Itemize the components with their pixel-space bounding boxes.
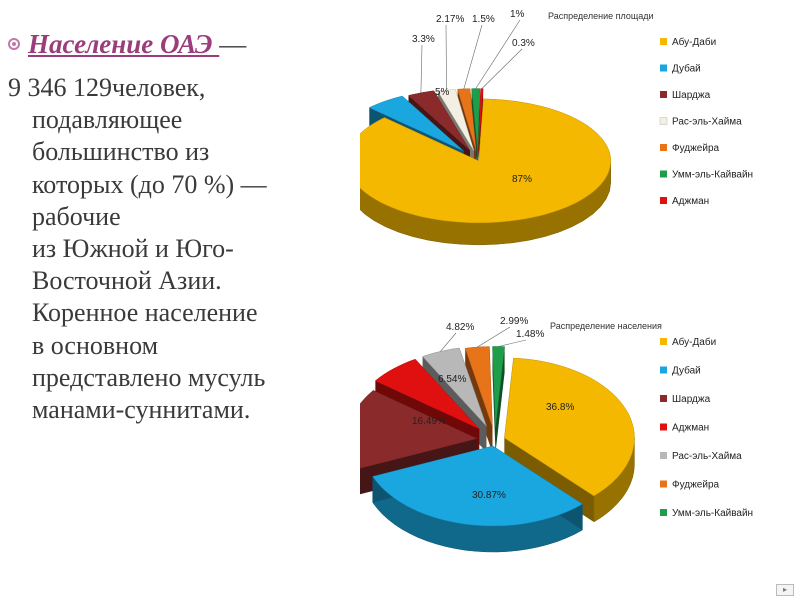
data-label: 16.49% bbox=[412, 416, 446, 427]
data-label: 1% bbox=[510, 9, 525, 20]
pie-slice bbox=[360, 390, 478, 469]
leader-line bbox=[477, 326, 511, 348]
chart-title: Распределение населения bbox=[550, 321, 662, 331]
leader-line bbox=[440, 332, 457, 352]
pie-chart-1: Распределение площади 87% 5% 3.3%2.17% 1.5% 1… bbox=[360, 9, 753, 246]
heading-line: Население ОАЭ — bbox=[8, 26, 368, 62]
legend-label: Рас-эль-Хайма bbox=[672, 451, 742, 462]
legend-label: Фуджейра bbox=[672, 480, 720, 491]
body-line: Восточной Азии. bbox=[32, 266, 222, 296]
legend-swatch bbox=[660, 197, 667, 204]
legend-label: Шарджа bbox=[672, 394, 711, 405]
pie-slice bbox=[374, 358, 480, 430]
nav-arrow-icon[interactable]: ▸ bbox=[776, 584, 794, 596]
data-label: 2.99% bbox=[500, 316, 528, 327]
legend-label: Дубай bbox=[672, 63, 701, 75]
text-block: Население ОАЭ — 9 346 129человек, подавл… bbox=[8, 26, 368, 426]
pie-slice bbox=[504, 357, 635, 497]
leader-line bbox=[498, 339, 527, 347]
data-label: 36.8% bbox=[546, 402, 574, 413]
legend-swatch bbox=[660, 423, 667, 431]
legend-label: Аджман bbox=[672, 196, 709, 207]
legend-swatch bbox=[660, 91, 667, 98]
leader-line bbox=[475, 19, 521, 89]
legend-swatch bbox=[660, 395, 667, 402]
legend-swatch bbox=[660, 338, 667, 345]
charts-svg: Распределение площади 87% 5% 3.3%2.17% 1.5% 1… bbox=[360, 9, 753, 553]
body-line: 9 346 129человек, bbox=[8, 73, 206, 102]
legend-swatch bbox=[660, 452, 667, 459]
legend-swatch bbox=[660, 64, 667, 72]
pie-slice bbox=[492, 346, 505, 427]
pie-slice-face bbox=[495, 346, 505, 453]
data-label: 1.48% bbox=[516, 329, 544, 340]
pie-chart-2: Распределение населения 36.8% 30.87% 16.49%… bbox=[360, 316, 753, 553]
leader-line bbox=[420, 44, 423, 93]
legend-label: Дубай bbox=[672, 365, 701, 377]
legend-swatch bbox=[659, 117, 668, 125]
data-label: 6.54% bbox=[438, 374, 466, 385]
legend-label: Абу-Даби bbox=[672, 336, 716, 348]
data-label: 4.82% bbox=[446, 322, 474, 333]
body-line: в основном bbox=[32, 330, 159, 360]
body-line: рабочие bbox=[32, 201, 121, 231]
legend-swatch bbox=[660, 480, 667, 488]
body-line: представлено мусуль bbox=[32, 362, 266, 392]
data-label: 30.87% bbox=[472, 490, 506, 501]
pie-slice bbox=[464, 346, 493, 427]
pie-slice bbox=[437, 89, 475, 151]
heading-title: Население ОАЭ bbox=[28, 29, 220, 59]
data-label: 0.3% bbox=[512, 38, 535, 49]
charts-area: Распределение площади 87% 5% 3.3% 2.17% 1.5% 1… bbox=[360, 0, 800, 600]
legend-swatch bbox=[660, 170, 667, 178]
body-line: из Южной и Юго- bbox=[32, 234, 234, 264]
legend-label: Абу-Даби bbox=[672, 36, 716, 48]
body-line: большинство из bbox=[32, 137, 210, 167]
chart-title: Распределение площади bbox=[548, 11, 654, 21]
legend-swatch bbox=[660, 38, 667, 45]
body-line: которых (до 70 %) — bbox=[32, 169, 267, 199]
data-label: 87% bbox=[512, 174, 532, 185]
body-text: 9 346 129человек, подавляющее большинств… bbox=[8, 72, 368, 426]
heading-dash: — bbox=[219, 29, 247, 59]
body-line: подавляющее bbox=[32, 105, 183, 135]
pie-slice bbox=[372, 445, 583, 527]
legend-label: Умм-эль-Кайвайн bbox=[672, 508, 753, 519]
data-label: 1.5% bbox=[472, 14, 495, 25]
legend-swatch bbox=[660, 509, 667, 516]
data-label: 5% bbox=[435, 87, 450, 98]
legend-label: Умм-эль-Кайвайн bbox=[672, 170, 753, 181]
legend-swatch bbox=[660, 366, 667, 374]
pie-slice bbox=[368, 95, 464, 152]
circle-bullet-icon bbox=[8, 38, 20, 50]
leader-line bbox=[445, 24, 447, 91]
data-label: 3.3% bbox=[412, 34, 435, 45]
leader-line bbox=[463, 24, 483, 90]
body-line: Коренное население bbox=[32, 298, 258, 328]
legend-label: Аджман bbox=[672, 423, 709, 434]
pie-slice-face bbox=[471, 88, 478, 173]
data-label: 2.17% bbox=[436, 14, 464, 25]
legend-label: Рас-эль-Хайма bbox=[672, 117, 742, 128]
legend-label: Шарджа bbox=[672, 90, 711, 101]
legend-label: Фуджейра bbox=[672, 143, 720, 154]
body-line: манами-суннитами. bbox=[32, 395, 251, 425]
pie-slice bbox=[360, 98, 611, 224]
legend-swatch bbox=[660, 144, 667, 151]
leader-line bbox=[481, 48, 523, 89]
